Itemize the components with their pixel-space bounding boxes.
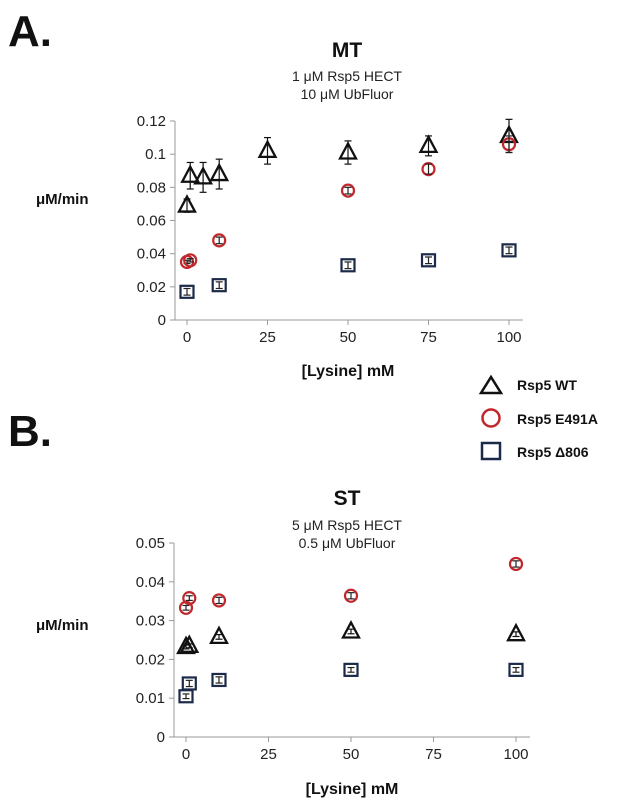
panel-label-a: A. [8, 7, 52, 56]
chart-a-y-tick-label: 0.02 [137, 279, 166, 296]
chart-b-series [178, 662, 524, 704]
legend-item-e491a: Rsp5 E491A [481, 408, 598, 428]
chart-b-subtitle-line-1: 5 μM Rsp5 HECT [292, 517, 402, 533]
chart-a-y-tick-label: 0.04 [137, 246, 166, 263]
chart-b-wt-point [506, 622, 526, 642]
chart-a-x-tick-label: 25 [259, 329, 276, 346]
chart-b-wt-point [209, 625, 229, 645]
chart-b-x-tick-label: 0 [182, 746, 190, 763]
chart-b-y-tick-label: 0.02 [136, 651, 165, 668]
chart-b-series [178, 556, 524, 615]
chart-a-ylabel: μM/min [36, 191, 89, 208]
chart-a-delta806-point [211, 278, 227, 293]
chart-a-series [179, 243, 517, 299]
chart-b-y-tick-label: 0 [157, 729, 165, 746]
chart-a-title: MT [332, 39, 362, 62]
chart-a-x-tick-label: 75 [420, 329, 437, 346]
chart-a-subtitle-line-2: 10 μM UbFluor [301, 86, 394, 102]
chart-b-e491a-point [508, 556, 524, 572]
legend: Rsp5 WT Rsp5 E491A Rsp5 Δ806 [478, 374, 598, 461]
chart-b-y-tick-label: 0.03 [136, 613, 165, 630]
chart-b-subtitle-line-2: 0.5 μM UbFluor [299, 535, 396, 551]
chart-a-x-tick-label: 50 [340, 329, 357, 346]
legend-item-delta806: Rsp5 Δ806 [480, 441, 589, 461]
chart-a-y-tick-label: 0 [158, 312, 166, 329]
chart-a-series [177, 118, 519, 213]
chart-b-wt-point [341, 620, 361, 639]
chart-a-x-tick-label: 100 [496, 329, 521, 346]
chart-b-delta806-point [508, 662, 524, 677]
chart-a-y-tick-label: 0.12 [137, 113, 166, 130]
chart-b-xlabel: [Lysine] mM [306, 781, 399, 798]
triangle-marker-icon [478, 374, 504, 395]
chart-a-y-tick-label: 0.08 [137, 179, 166, 196]
chart-b-e491a-point [343, 588, 359, 603]
chart-b-series [176, 620, 526, 655]
chart-a-e491a-point [421, 161, 436, 177]
legend-item-wt: Rsp5 WT [478, 374, 577, 395]
chart-a-delta806-point [501, 243, 517, 258]
chart-b-delta806-point [343, 662, 359, 677]
square-marker-icon [480, 441, 502, 461]
chart-b-y-tick-label: 0.01 [136, 690, 165, 707]
chart-a-plot-area: 0 0.02 0.04 0.06 0.08 0.1 0.12 0 25 50 75 100 [137, 113, 523, 346]
circle-marker-icon [481, 408, 501, 428]
chart-b-x-tick-label: 75 [425, 746, 442, 763]
chart-a-e491a-point [212, 233, 227, 248]
chart-a-series [179, 135, 517, 270]
legend-label-e491a: Rsp5 E491A [517, 411, 598, 427]
chart-a-delta806-point [179, 284, 195, 299]
chart-b-title: ST [334, 487, 361, 510]
chart-b-delta806-point [181, 676, 197, 691]
chart-a-delta806-point [420, 253, 437, 268]
chart-b-y-tick-label: 0.05 [136, 535, 165, 552]
legend-label-delta806: Rsp5 Δ806 [517, 444, 589, 460]
chart-b-delta806-point [211, 672, 227, 688]
chart-a-xlabel: [Lysine] mM [302, 363, 395, 380]
chart-a-y-tick-label: 0.1 [145, 146, 166, 163]
chart-b-ylabel: μM/min [36, 617, 89, 634]
chart-b-x-tick-label: 100 [503, 746, 528, 763]
legend-label-wt: Rsp5 WT [517, 377, 577, 393]
chart-a-subtitle-line-1: 1 μM Rsp5 HECT [292, 68, 402, 84]
chart-b-plot-area: 0 0.01 0.02 0.03 0.04 0.05 0 25 50 75 100 [136, 535, 530, 763]
panel-label-b: B. [8, 407, 52, 456]
chart-a-e491a-point [340, 183, 356, 198]
chart-a-delta806-point [340, 258, 356, 273]
chart-b-e491a-point [182, 590, 197, 606]
chart-a-e491a-point [183, 253, 198, 268]
chart-a-y-tick-label: 0.06 [137, 213, 166, 230]
chart-b-e491a-point [211, 593, 227, 608]
chart-b-x-tick-label: 50 [343, 746, 360, 763]
chart-b-x-tick-label: 25 [260, 746, 277, 763]
chart-b-y-tick-label: 0.04 [136, 574, 165, 591]
chart-b-wt-point [179, 634, 200, 653]
chart-b-wt-point [176, 635, 196, 655]
chart-a-x-tick-label: 0 [183, 329, 191, 346]
